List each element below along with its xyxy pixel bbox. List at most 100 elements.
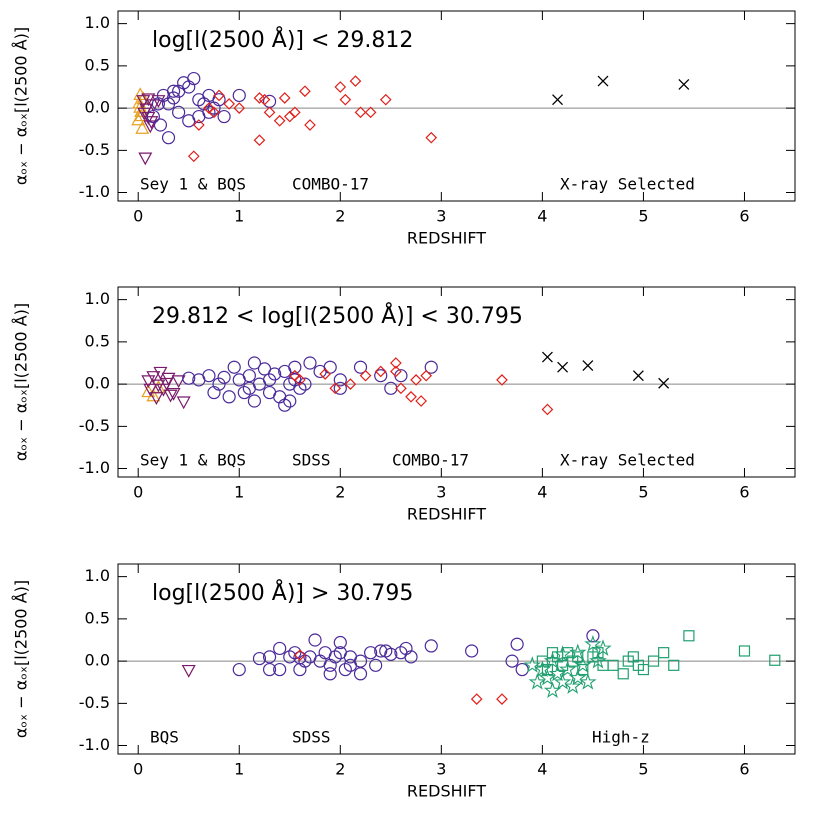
plot-frame — [117, 563, 796, 755]
marker-circle — [399, 641, 413, 656]
annotation: X-ray Selected — [560, 451, 695, 470]
marker-circle — [202, 369, 216, 383]
marker-circle — [333, 381, 347, 395]
marker-circle — [278, 398, 292, 412]
y-tick-label: 0.5 — [85, 55, 110, 74]
marker-circle — [242, 369, 256, 383]
x-axis-label: REDSHIFT — [407, 782, 486, 801]
marker-circle — [161, 97, 176, 111]
marker-diamond — [390, 365, 402, 378]
marker-diamond — [374, 365, 387, 378]
marker-diamond — [425, 131, 438, 144]
marker-circle — [212, 93, 226, 107]
marker-triangle-down — [159, 377, 174, 391]
x-tick-label: 4 — [537, 207, 547, 226]
marker-circle — [262, 662, 277, 677]
annotation: Sey 1 & BQS — [140, 451, 246, 470]
marker-diamond — [329, 382, 342, 395]
marker-star — [543, 681, 562, 699]
marker-square — [607, 659, 619, 671]
marker-circle — [283, 394, 297, 408]
marker-diamond — [253, 134, 266, 147]
marker-square — [647, 655, 660, 667]
marker-diamond — [379, 93, 392, 106]
x-tick-label: 0 — [133, 760, 143, 779]
marker-triangle-up — [131, 112, 146, 126]
plot-frame — [117, 286, 796, 478]
marker-triangle-down — [149, 392, 164, 406]
marker-diamond — [288, 369, 301, 382]
marker-star — [528, 673, 547, 690]
marker-cross — [597, 75, 609, 87]
marker-star — [543, 651, 562, 669]
marker-circle — [288, 360, 302, 374]
marker-diamond — [496, 693, 508, 705]
marker-triangle-down — [181, 664, 196, 678]
marker-circle — [333, 635, 347, 650]
marker-circle — [172, 105, 186, 119]
x-tick-label: 0 — [133, 483, 143, 502]
y-tick-label: -0.5 — [79, 140, 110, 159]
y-tick-label: -1.0 — [79, 458, 110, 477]
marker-diamond — [208, 106, 220, 119]
marker-square — [658, 647, 670, 659]
panel: 0 1 2 3 4 5 6 1.0 0.5 0.0 -0.5 -1.0 REDSHIFT αₒₓ − αₒ… — [12, 286, 796, 524]
marker-circle — [424, 639, 438, 653]
x-tick-label: 1 — [234, 483, 244, 502]
marker-circle — [586, 629, 600, 643]
marker-diamond — [405, 390, 417, 403]
marker-circle — [161, 131, 176, 145]
marker-square — [668, 659, 680, 671]
y-tick-label: 0.0 — [85, 98, 110, 117]
marker-diamond — [192, 119, 205, 131]
x-tick-label: 6 — [739, 483, 749, 502]
y-tick-label: 1.0 — [85, 566, 110, 585]
marker-diamond — [354, 106, 367, 119]
marker-diamond — [420, 369, 433, 382]
y-tick-label: 0.0 — [85, 374, 110, 393]
y-axis-label: αₒₓ − αₒₓ[l(2500 Å)] — [12, 27, 31, 185]
annotation: COMBO-17 — [392, 451, 469, 470]
y-tick-label: -1.0 — [79, 182, 110, 201]
marker-diamond — [288, 106, 301, 119]
x-axis-label: REDSHIFT — [407, 229, 486, 248]
x-tick-label: 1 — [234, 207, 244, 226]
y-tick-label: 0.5 — [85, 608, 110, 627]
y-tick-label: 0.0 — [85, 651, 110, 670]
marker-triangle-down — [141, 375, 156, 389]
marker-star — [594, 639, 612, 656]
marker-circle — [247, 394, 262, 408]
marker-diamond — [344, 378, 357, 390]
x-tick-label: 3 — [436, 760, 446, 779]
marker-circle — [424, 360, 438, 374]
marker-cross — [582, 360, 594, 371]
y-tick-label: 1.0 — [85, 13, 110, 32]
marker-square — [541, 663, 554, 676]
marker-diamond — [263, 106, 276, 119]
y-tick-label: -0.5 — [79, 693, 110, 712]
marker-diamond — [541, 403, 554, 416]
marker-diamond — [470, 693, 483, 705]
marker-circle — [182, 371, 196, 385]
x-tick-label: 0 — [133, 207, 143, 226]
marker-circle — [465, 644, 479, 658]
annotation: BQS — [150, 728, 179, 747]
marker-cross — [658, 377, 670, 389]
marker-circle — [323, 360, 337, 374]
marker-circle — [217, 370, 231, 384]
marker-diamond — [390, 357, 402, 369]
marker-diamond — [339, 93, 352, 106]
x-tick-label: 6 — [739, 207, 749, 226]
marker-circle — [247, 356, 262, 370]
marker-circle — [338, 662, 352, 677]
marker-diamond — [299, 85, 311, 98]
marker-diamond — [278, 92, 291, 104]
marker-diamond — [349, 75, 362, 87]
marker-circle — [379, 644, 393, 658]
marker-star — [564, 677, 582, 694]
marker-circle — [252, 651, 267, 666]
marker-diamond — [415, 395, 427, 407]
marker-circle — [222, 390, 236, 404]
marker-circle — [333, 373, 347, 387]
marker-circle — [353, 667, 368, 681]
